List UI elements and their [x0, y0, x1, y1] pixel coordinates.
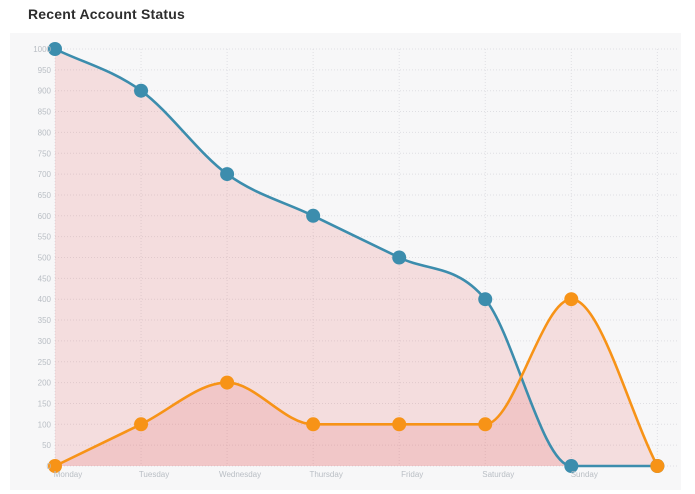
x-axis-tick-label: Saturday: [482, 470, 514, 479]
x-axis-tick-label: Tuesday: [139, 470, 169, 479]
y-axis-tick-label: 50: [42, 441, 51, 450]
y-axis-tick-label: 600: [38, 212, 52, 221]
account-status-chart: 1000950900850800750700650600550500450400…: [33, 42, 678, 479]
y-axis-tick-label: 350: [38, 316, 52, 325]
blue-series-area: [55, 49, 658, 466]
orange-data-point-5[interactable]: [478, 417, 493, 432]
y-axis-tick-label: 750: [38, 149, 52, 158]
chart-title: Recent Account Status: [28, 6, 185, 22]
y-axis-tick-label: 1000: [33, 45, 51, 54]
y-axis-tick-label: 850: [38, 108, 52, 117]
x-axis-tick-label: Wednesday: [219, 470, 261, 479]
blue-data-point-6[interactable]: [564, 459, 579, 473]
blue-data-point-3[interactable]: [306, 208, 321, 223]
y-axis-tick-label: 200: [38, 379, 52, 388]
blue-data-point-4[interactable]: [392, 250, 407, 265]
blue-data-point-0[interactable]: [48, 42, 62, 56]
y-axis-tick-label: 700: [38, 170, 52, 179]
chart-container: 1000 950 900 850 800 750 700 650 600 550 500 450 400…: [10, 33, 681, 490]
y-axis-tick-label: 150: [38, 399, 52, 408]
y-axis-tick-label: 100: [38, 420, 52, 429]
blue-data-point-2[interactable]: [220, 167, 235, 182]
y-axis-tick-label: 950: [38, 66, 52, 75]
y-axis-tick-label: 300: [38, 337, 52, 346]
y-axis-tick-label: 250: [38, 358, 52, 367]
x-axis-tick-label: Monday: [54, 470, 82, 479]
x-axis-tick-label: Thursday: [309, 470, 342, 479]
orange-data-point-2[interactable]: [220, 375, 235, 390]
orange-data-point-7[interactable]: [650, 459, 665, 473]
orange-data-point-6[interactable]: [564, 292, 579, 307]
blue-data-point-5[interactable]: [478, 292, 493, 307]
y-axis-tick-label: 400: [38, 295, 52, 304]
y-axis-tick-label: 450: [38, 274, 52, 283]
y-axis-tick-label: 650: [38, 191, 52, 200]
y-axis-tick-label: 550: [38, 233, 52, 242]
y-axis-tick-label: 0: [47, 462, 52, 471]
x-axis-tick-label: Sunday: [571, 470, 598, 479]
orange-data-point-3[interactable]: [306, 417, 321, 432]
orange-data-point-4[interactable]: [392, 417, 407, 432]
y-axis-tick-label: 900: [38, 87, 52, 96]
x-axis-tick-label: Friday: [401, 470, 423, 479]
blue-data-point-1[interactable]: [134, 83, 149, 98]
orange-data-point-0[interactable]: [48, 459, 62, 473]
y-axis-tick-label: 800: [38, 128, 52, 137]
blue-series-line: [53, 47, 659, 468]
orange-data-point-1[interactable]: [134, 417, 149, 432]
orange-series-area: [55, 299, 658, 466]
y-axis-tick-label: 500: [38, 254, 52, 263]
